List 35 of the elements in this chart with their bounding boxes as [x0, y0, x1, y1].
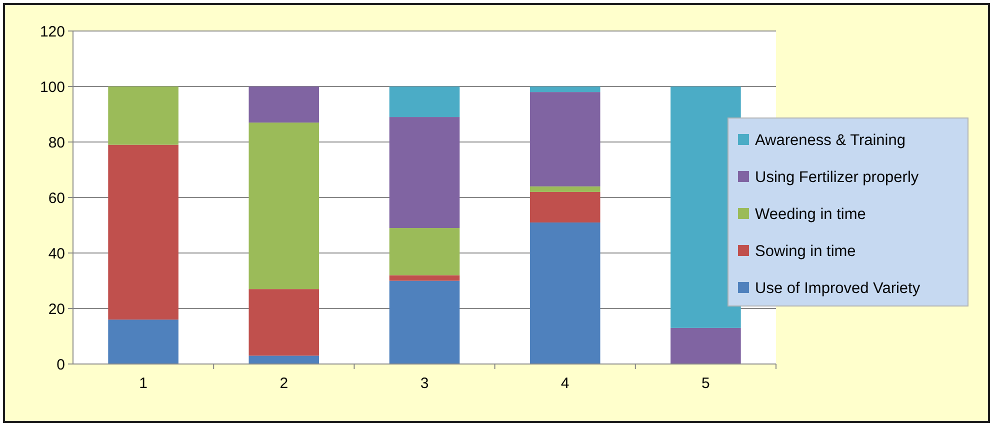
bar: [248, 122, 320, 290]
y-tick-label: 20: [48, 300, 65, 318]
bar: [530, 192, 600, 222]
bar: [670, 328, 741, 364]
bar: [530, 86, 600, 92]
x-tick-label: 1: [139, 375, 148, 392]
y-tick-label: 80: [48, 134, 65, 152]
legend-label: Use of Improved Variety: [755, 280, 920, 297]
bar: [530, 186, 600, 192]
x-tick-label: 2: [280, 375, 288, 392]
bar: [108, 86, 178, 145]
legend-label: Sowing in time: [755, 242, 856, 260]
bar: [108, 320, 178, 364]
bar: [389, 86, 460, 118]
legend-label: Awareness & Training: [755, 132, 906, 149]
y-tick-label: 0: [56, 356, 65, 374]
bar: [530, 222, 600, 364]
y-tick-label: 120: [40, 23, 65, 40]
y-tick-label: 40: [48, 245, 65, 262]
bar: [248, 86, 320, 123]
x-tick-label: 4: [560, 375, 570, 392]
bar: [108, 144, 178, 320]
legend-label: Using Fertilizer properly: [755, 168, 919, 186]
bar: [248, 289, 320, 356]
bar: [389, 280, 460, 364]
bar: [389, 275, 460, 281]
x-tick-label: 3: [420, 375, 429, 392]
bar: [530, 92, 600, 186]
y-tick-label: 100: [40, 78, 65, 96]
legend-label: Weeding in time: [755, 206, 866, 223]
bar: [389, 228, 460, 276]
bar: [248, 356, 320, 364]
y-tick-label: 60: [48, 190, 65, 207]
bar: [389, 117, 460, 228]
x-tick-label: 5: [702, 375, 710, 392]
